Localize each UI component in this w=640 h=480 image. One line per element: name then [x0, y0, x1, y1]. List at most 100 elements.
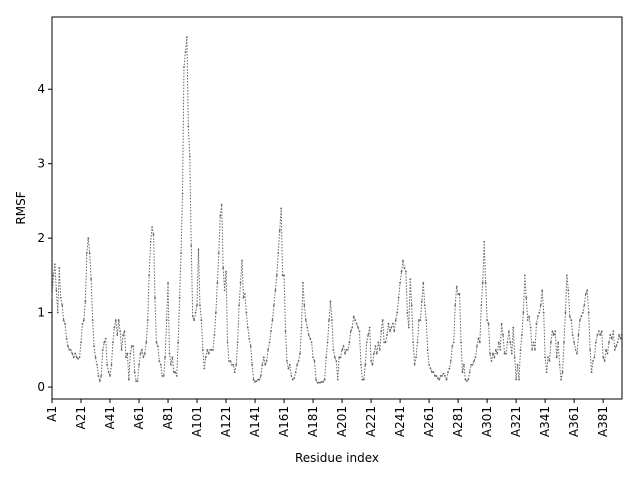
rmsf-point	[78, 356, 81, 359]
rmsf-point	[299, 352, 301, 355]
rmsf-point	[606, 352, 609, 355]
rmsf-point	[490, 360, 493, 362]
rmsf-point	[180, 252, 182, 254]
rmsf-point	[377, 341, 380, 344]
rmsf-point	[196, 304, 198, 307]
rmsf-point	[348, 341, 351, 344]
rmsf-point	[551, 330, 554, 333]
rmsf-point	[80, 341, 82, 344]
rmsf-point	[239, 281, 242, 284]
rmsf-point	[114, 319, 117, 321]
rmsf-point	[233, 371, 236, 374]
rmsf-point	[156, 345, 159, 348]
rmsf-point	[370, 360, 372, 362]
rmsf-point	[451, 345, 454, 348]
rmsf-point	[129, 352, 132, 355]
rmsf-point	[545, 371, 548, 374]
rmsf-point	[428, 363, 430, 366]
rmsf-point	[136, 380, 139, 383]
rmsf-point	[523, 274, 526, 277]
rmsf-point	[467, 378, 470, 381]
rmsf-point	[571, 334, 574, 336]
rmsf-point	[297, 360, 300, 362]
rmsf-point	[149, 240, 152, 243]
rmsf-point	[432, 371, 435, 374]
rmsf-point	[603, 360, 606, 362]
rmsf-point	[275, 274, 278, 277]
rmsf-point	[62, 319, 65, 321]
rmsf-point	[476, 345, 478, 348]
rmsf-point	[394, 319, 397, 321]
rmsf-point	[199, 304, 201, 307]
rmsf-point	[188, 155, 191, 158]
rmsf-point	[615, 345, 618, 348]
rmsf-point	[312, 356, 314, 359]
rmsf-point	[386, 334, 388, 336]
rmsf-point	[158, 360, 161, 362]
rmsf-point	[94, 356, 97, 359]
rmsf-point	[284, 330, 287, 333]
rmsf-point	[346, 348, 349, 351]
rmsf-point	[331, 319, 333, 321]
rmsf-point	[126, 352, 129, 355]
rmsf-point	[116, 334, 119, 336]
rmsf-point	[203, 367, 206, 370]
rmsf-point	[257, 378, 259, 381]
rmsf-point	[159, 363, 162, 366]
rmsf-point	[608, 341, 610, 344]
rmsf-point	[262, 356, 265, 359]
rmsf-point	[328, 319, 330, 321]
rmsf-point	[584, 293, 587, 295]
rmsf-point	[191, 315, 194, 318]
rmsf-point	[487, 322, 490, 325]
rmsf-point	[225, 270, 227, 273]
rmsf-point	[255, 380, 258, 383]
rmsf-point	[580, 315, 583, 318]
rmsf-point	[361, 378, 364, 381]
rmsf-point	[512, 326, 515, 329]
rmsf-point	[142, 356, 145, 359]
x-tick-label: A281	[451, 406, 465, 437]
plot-frame	[51, 16, 623, 400]
rmsf-point	[481, 281, 484, 284]
rmsf-point	[65, 337, 68, 340]
rmsf-point	[389, 330, 391, 333]
rmsf-point	[563, 341, 565, 344]
rmsf-point	[418, 319, 420, 321]
rmsf-point	[75, 356, 78, 359]
rmsf-point	[352, 315, 355, 318]
rmsf-point	[323, 378, 326, 381]
rmsf-point	[454, 304, 457, 307]
rmsf-point	[326, 341, 329, 344]
rmsf-point	[172, 371, 175, 374]
rmsf-point	[268, 341, 271, 344]
rmsf-point	[596, 334, 599, 336]
rmsf-point	[447, 371, 449, 374]
rmsf-point	[374, 345, 377, 348]
rmsf-point	[223, 289, 226, 292]
rmsf-point	[228, 360, 230, 362]
rmsf-point	[104, 337, 107, 340]
y-tick-label: 3	[37, 157, 45, 171]
rmsf-point	[547, 356, 549, 359]
rmsf-point	[84, 300, 87, 303]
x-tick-label: A341	[538, 406, 552, 437]
rmsf-point	[341, 348, 343, 351]
rmsf-point	[213, 334, 216, 336]
rmsf-point	[463, 363, 465, 366]
rmsf-point	[465, 380, 468, 383]
rmsf-point	[390, 326, 393, 329]
rmsf-point	[165, 319, 168, 321]
rmsf-point	[187, 125, 190, 128]
rmsf-point	[458, 293, 461, 295]
rmsf-point	[316, 381, 319, 384]
rmsf-point	[449, 360, 452, 362]
rmsf-point	[552, 334, 555, 336]
rmsf-point	[444, 375, 446, 377]
rmsf-point	[249, 345, 252, 348]
rmsf-point	[216, 281, 219, 284]
rmsf-point	[558, 363, 561, 366]
rmsf-point	[56, 311, 59, 314]
rmsf-point	[254, 380, 256, 383]
